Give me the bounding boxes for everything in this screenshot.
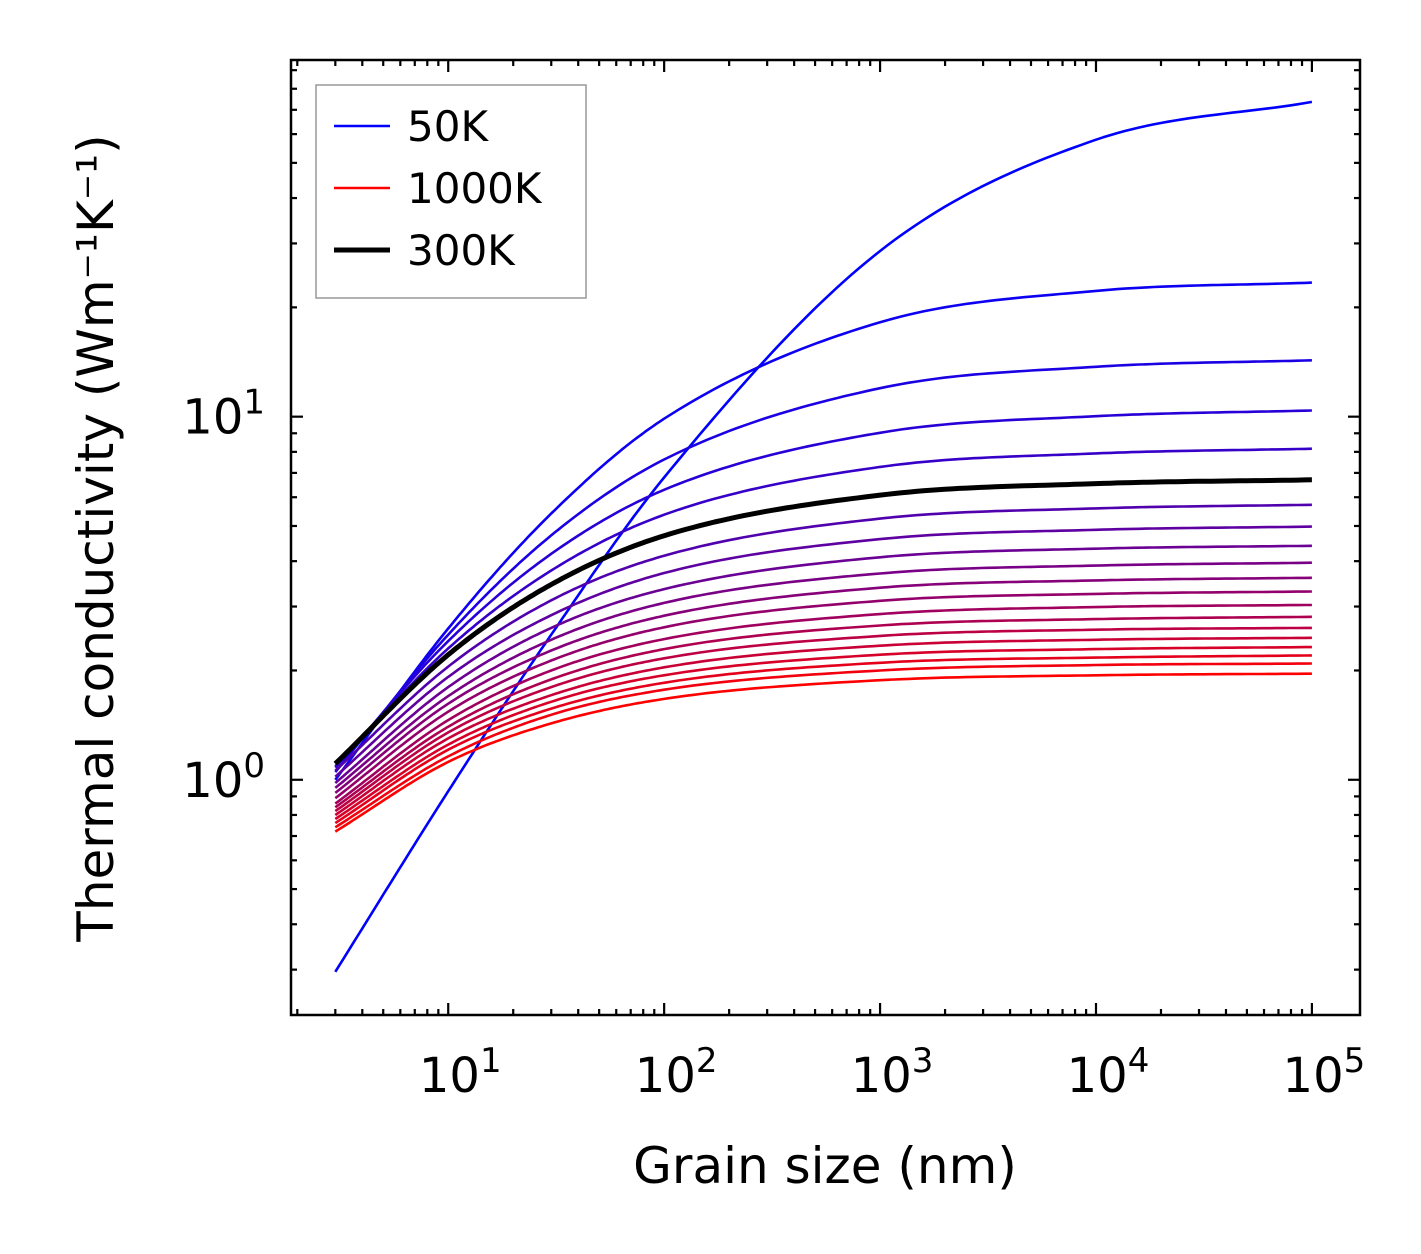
y-tick-label-exponent: 0: [243, 746, 265, 786]
legend-entry-50K: 50K: [334, 102, 489, 151]
x-axis-label: Grain size (nm): [633, 1137, 1017, 1195]
series-line-850K: [334, 645, 1312, 821]
series-line-750K: [334, 626, 1312, 813]
y-axis-label: Thermal conductivity (Wm⁻¹K⁻¹): [67, 134, 125, 942]
x-tick-label: 102: [635, 1041, 718, 1104]
series-line-500K: [334, 561, 1312, 789]
x-tick-label-exponent: 4: [1128, 1041, 1150, 1081]
series-line-800K: [334, 636, 1312, 817]
x-tick-label-base: 10: [419, 1048, 480, 1104]
x-tick-label: 105: [1283, 1041, 1366, 1104]
series-line-950K: [334, 662, 1312, 829]
x-tick-label-exponent: 2: [696, 1041, 718, 1081]
series-line-650K: [334, 603, 1312, 805]
series-line-300K: [333, 477, 1312, 766]
x-tick-label-base: 10: [1067, 1048, 1128, 1104]
series-line-200K: [334, 409, 1312, 769]
series-line-450K: [334, 544, 1312, 784]
series-line-1000K: [334, 672, 1312, 833]
y-tick-label: 100: [182, 746, 265, 809]
series-layer: [333, 100, 1313, 973]
series-line-350K: [334, 503, 1312, 772]
legend-label: 50K: [407, 102, 489, 151]
y-axis-label-text: Thermal conductivity (Wm⁻¹K⁻¹): [67, 134, 125, 942]
y-tick-label-base: 10: [182, 390, 243, 446]
legend-box: [315, 84, 587, 299]
series-line-900K: [334, 654, 1312, 825]
series-line-50K: [334, 100, 1313, 973]
series-line-700K: [334, 615, 1312, 809]
legend-label: 1000K: [407, 164, 543, 213]
x-tick-label-exponent: 1: [480, 1041, 502, 1081]
x-tick-label: 101: [419, 1041, 502, 1104]
y-tick-label-base: 10: [182, 753, 243, 809]
x-tick-label-base: 10: [851, 1048, 912, 1104]
x-tick-label: 104: [1067, 1041, 1150, 1104]
series-line-100K: [334, 281, 1312, 781]
series-line-400K: [334, 525, 1312, 778]
y-tick-label: 101: [182, 383, 265, 446]
x-tick-label: 103: [851, 1041, 934, 1104]
legend-entry-1000K: 1000K: [334, 164, 543, 213]
series-line-250K: [334, 447, 1312, 768]
legend: 50K 1000K 300K: [315, 84, 587, 299]
series-line-550K: [334, 576, 1312, 794]
series-line-150K: [334, 359, 1312, 773]
x-tick-label-exponent: 3: [912, 1041, 934, 1081]
legend-label: 300K: [407, 226, 516, 275]
x-tick-label-exponent: 5: [1344, 1041, 1366, 1081]
x-tick-label-base: 10: [1283, 1048, 1344, 1104]
y-tick-label-exponent: 1: [243, 383, 265, 423]
plot-frame: [289, 58, 1362, 1017]
series-line-600K: [334, 590, 1312, 800]
legend-entry-300K: 300K: [334, 226, 516, 275]
x-tick-label-base: 10: [635, 1048, 696, 1104]
